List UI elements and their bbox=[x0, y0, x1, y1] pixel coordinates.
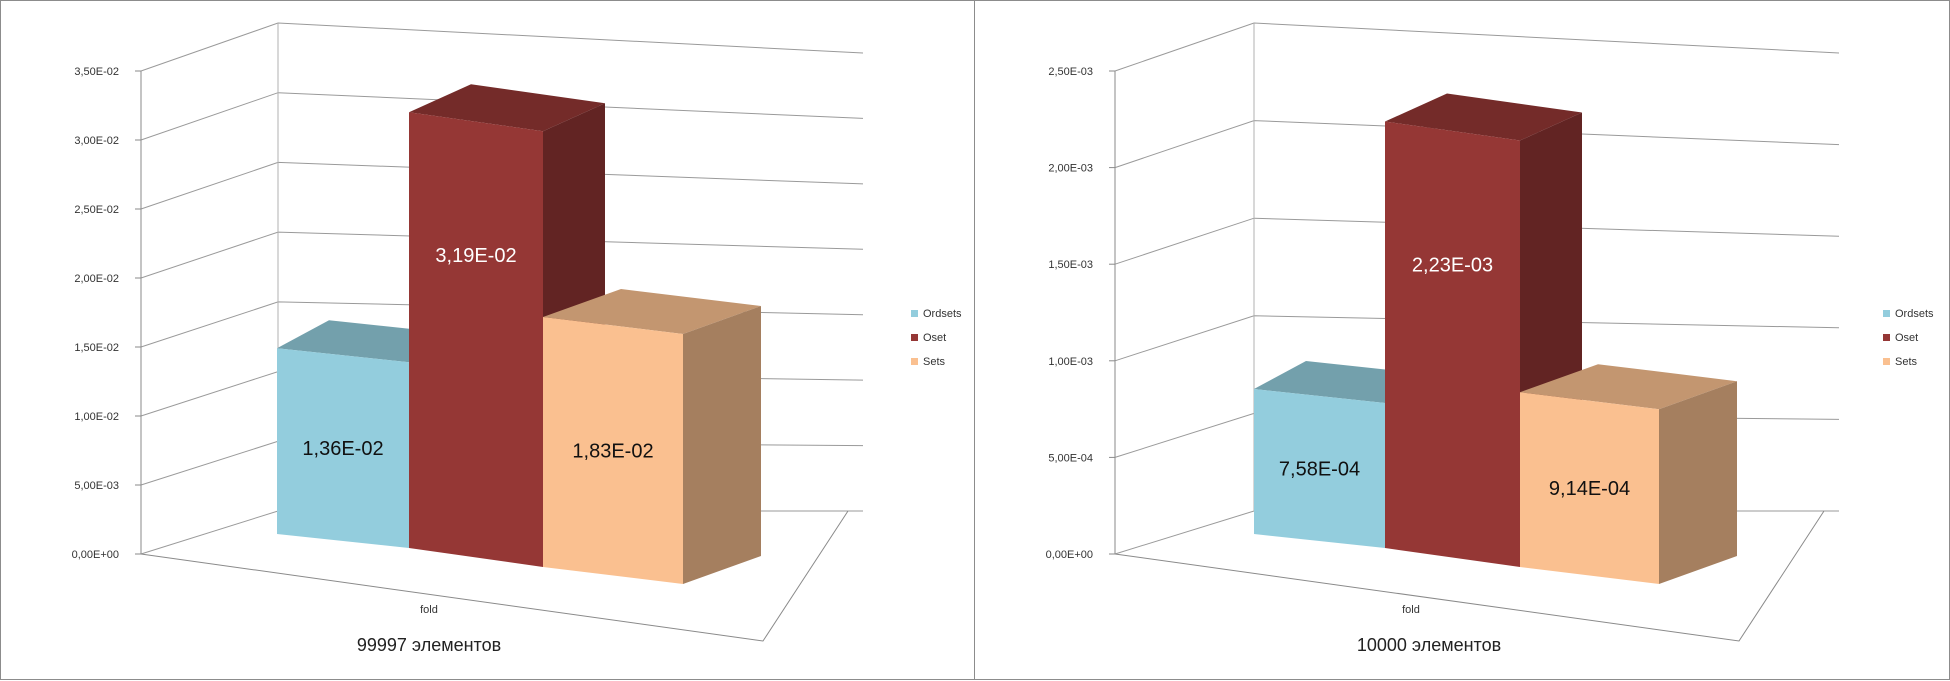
y-tick-label: 0,00E+00 bbox=[72, 549, 119, 561]
bar-oset bbox=[409, 112, 543, 567]
y-tick-label: 2,50E-03 bbox=[1048, 66, 1093, 78]
chart-panel-99997: 0,00E+00 5,00E-03 1,00E-02 1,50E-02 2,00E-02… bbox=[0, 0, 975, 680]
legend-label-ordsets: Ordsets bbox=[923, 308, 962, 320]
y-tick-label: 3,00E-02 bbox=[74, 135, 119, 147]
y-tick-label: 1,50E-03 bbox=[1048, 259, 1093, 271]
legend-label-oset: Oset bbox=[923, 332, 946, 344]
y-tick-label: 3,50E-02 bbox=[74, 66, 119, 78]
bar-sets bbox=[543, 317, 683, 584]
legend-label-sets: Sets bbox=[923, 356, 946, 368]
legend-label-ordsets: Ordsets bbox=[1895, 308, 1934, 320]
data-label-ordsets: 1,36E-02 bbox=[302, 438, 383, 460]
y-tick-label: 2,50E-02 bbox=[74, 204, 119, 216]
bar-top-sets bbox=[543, 289, 761, 334]
chart-svg-10000: 0,00E+00 5,00E-04 1,00E-03 1,50E-03 2,00E-03… bbox=[1046, 22, 1934, 655]
chart-panel-10000: 0,00E+00 5,00E-04 1,00E-03 1,50E-03 2,00E-03… bbox=[974, 0, 1950, 680]
y-tick-label: 1,50E-02 bbox=[74, 342, 119, 354]
legend-swatch-ordsets bbox=[911, 310, 918, 317]
y-tick-label: 1,00E-03 bbox=[1048, 356, 1093, 368]
y-tick-label: 2,00E-03 bbox=[1048, 163, 1093, 175]
data-label-oset: 3,19E-02 bbox=[435, 245, 516, 267]
legend-label-oset: Oset bbox=[1895, 332, 1918, 344]
y-tick-label: 5,00E-03 bbox=[74, 480, 119, 492]
bar-side-sets bbox=[1659, 381, 1737, 584]
bar-side-sets bbox=[683, 306, 761, 584]
legend-swatch-oset bbox=[1883, 334, 1890, 341]
gridline bbox=[140, 22, 864, 72]
x-category-label: fold bbox=[420, 604, 438, 616]
data-label-ordsets: 7,58E-04 bbox=[1279, 459, 1360, 481]
bar-top-oset bbox=[409, 84, 605, 132]
bar-oset bbox=[1385, 121, 1520, 567]
bar-ordsets bbox=[277, 348, 409, 548]
legend-swatch-sets bbox=[1883, 358, 1890, 365]
legend-swatch-sets bbox=[911, 358, 918, 365]
legend-swatch-oset bbox=[911, 334, 918, 341]
bar-top-oset bbox=[1385, 93, 1582, 141]
chart-title: 10000 элементов bbox=[1357, 635, 1501, 655]
y-tick-label: 2,00E-02 bbox=[74, 273, 119, 285]
floor-outline bbox=[140, 510, 849, 642]
bar-top-sets bbox=[1520, 364, 1737, 410]
floor-outline bbox=[1114, 510, 1825, 642]
legend-label-sets: Sets bbox=[1895, 356, 1918, 368]
y-tick-label: 5,00E-04 bbox=[1048, 452, 1093, 464]
x-category-label: fold bbox=[1402, 604, 1420, 616]
y-tick-label: 1,00E-02 bbox=[74, 411, 119, 423]
data-label-oset: 2,23E-03 bbox=[1412, 254, 1493, 276]
chart-title: 99997 элементов bbox=[357, 635, 501, 655]
data-label-sets: 9,14E-04 bbox=[1549, 478, 1630, 500]
bar-sets bbox=[1520, 392, 1659, 584]
legend-swatch-ordsets bbox=[1883, 310, 1890, 317]
data-label-sets: 1,83E-02 bbox=[572, 440, 653, 462]
chart-svg-99997: 0,00E+00 5,00E-03 1,00E-02 1,50E-02 2,00E-02… bbox=[72, 22, 962, 655]
y-tick-label: 0,00E+00 bbox=[1046, 549, 1093, 561]
bar-ordsets bbox=[1254, 389, 1385, 548]
gridline bbox=[1114, 22, 1840, 72]
